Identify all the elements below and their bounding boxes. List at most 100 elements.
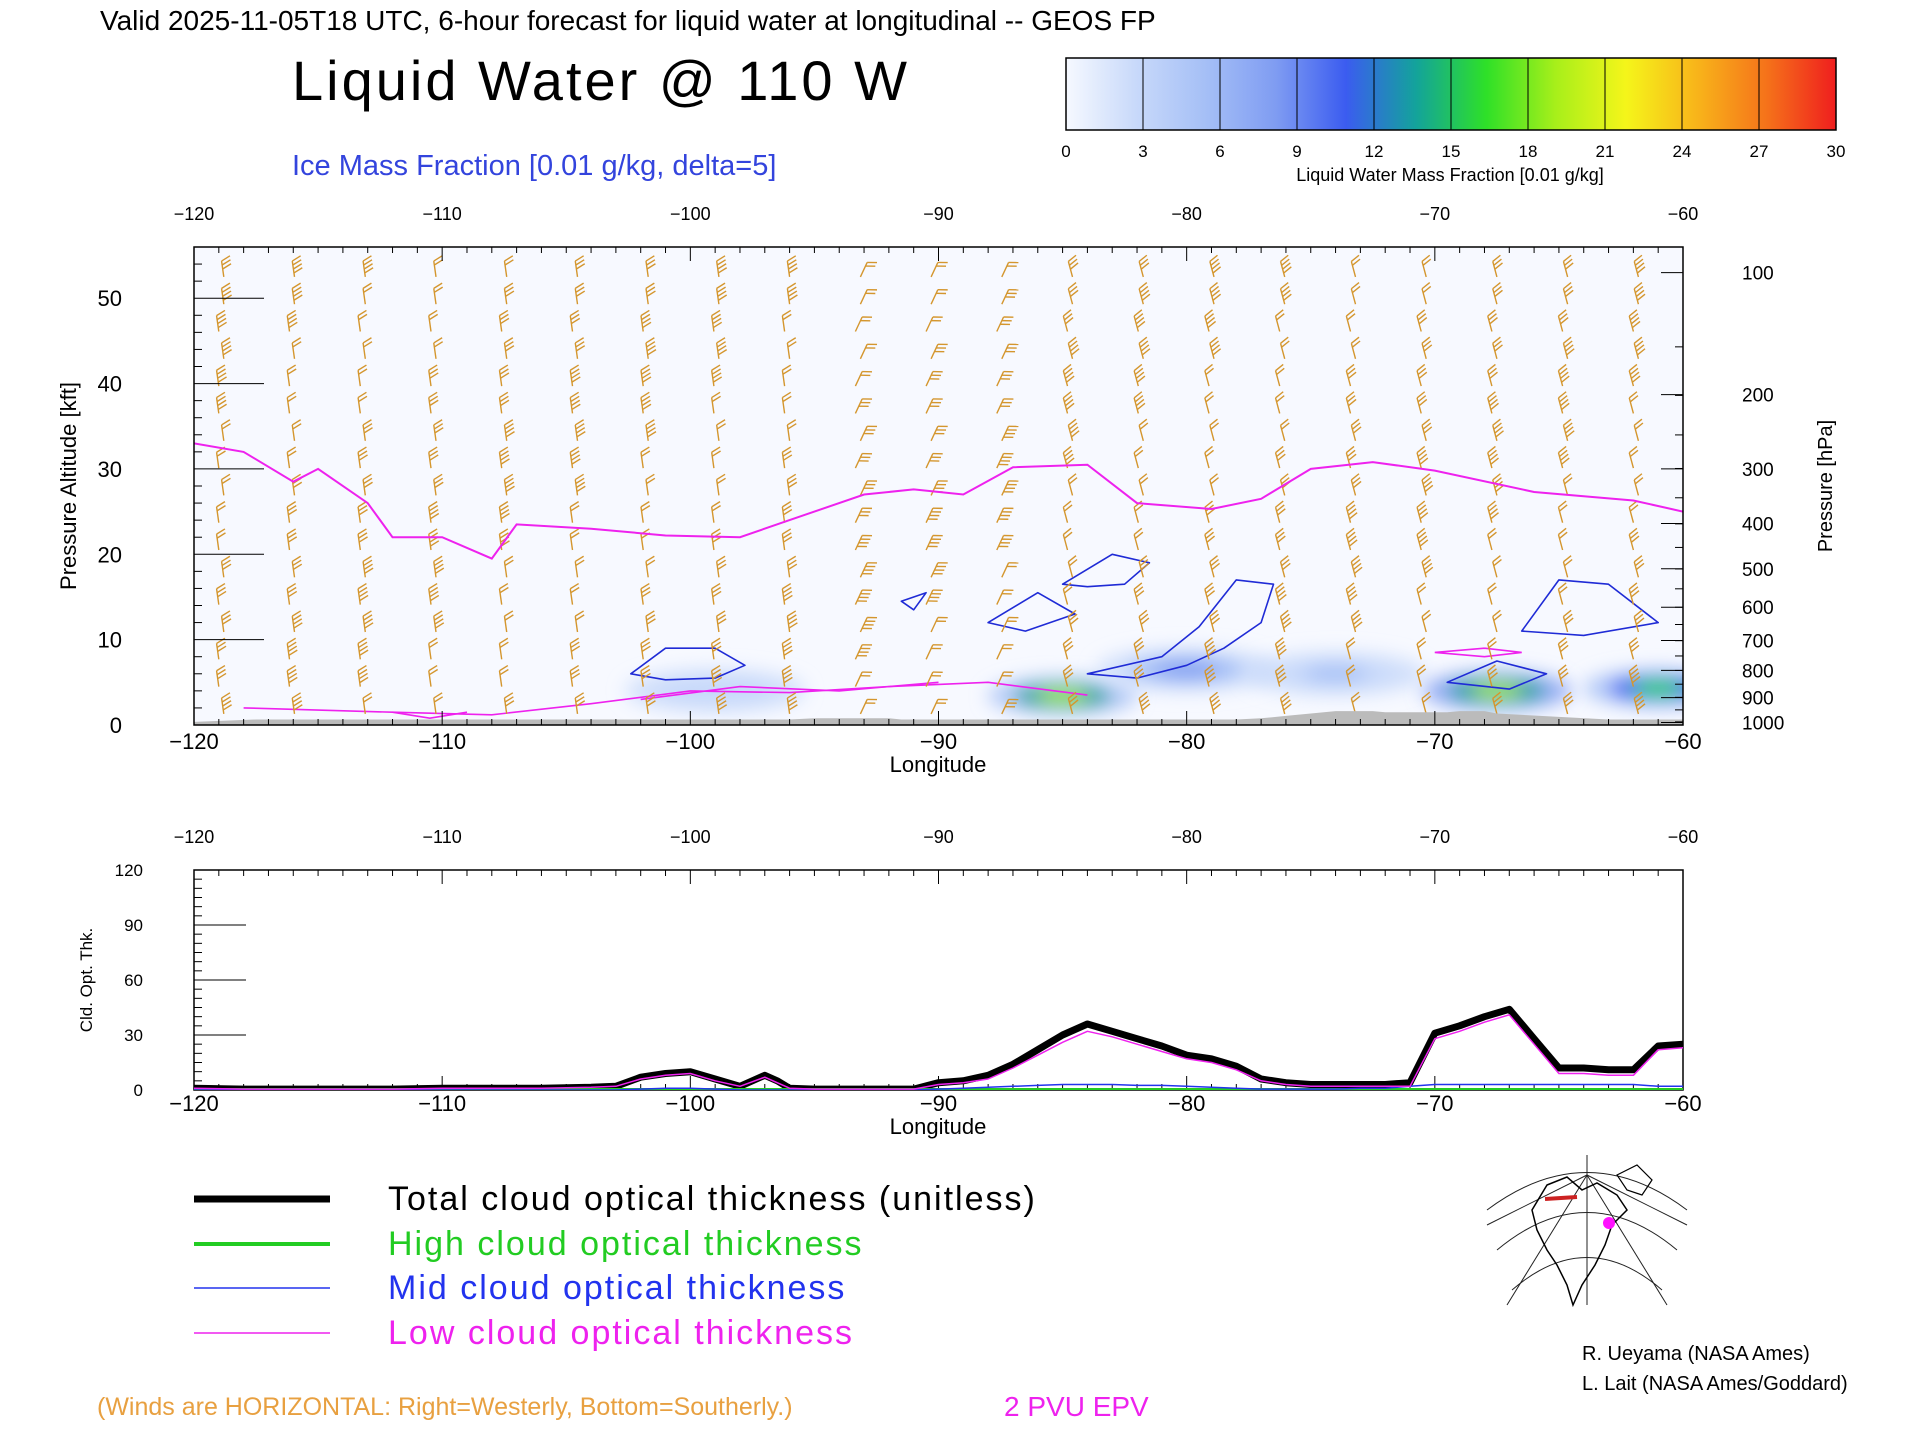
wind-barb <box>1628 391 1639 414</box>
wind-barb <box>1421 254 1432 278</box>
wind-barb <box>428 664 439 687</box>
wind-barb <box>1067 254 1079 278</box>
wind-barb <box>1001 480 1019 496</box>
wind-barb <box>433 555 445 578</box>
wind-barb <box>503 419 515 441</box>
wind-barb <box>925 644 943 660</box>
wind-barb <box>710 637 722 660</box>
liquid-water-blob <box>1583 668 1683 709</box>
cross-section-background <box>194 247 1683 725</box>
wind-barb <box>1628 309 1641 332</box>
wind-barb <box>220 692 232 714</box>
wind-barb <box>1345 309 1356 332</box>
wind-barb <box>1421 555 1434 578</box>
wind-barb <box>574 692 586 714</box>
epv-label: 2 PVU EPV <box>1004 1391 1149 1422</box>
wind-barb <box>859 480 878 496</box>
wind-barb <box>503 473 515 496</box>
bottom-x-tick-label: −100 <box>666 1091 716 1116</box>
wind-barb <box>1487 582 1497 605</box>
wind-barb <box>1001 616 1019 633</box>
locator-map <box>1486 1155 1688 1308</box>
wind-barb <box>362 282 373 305</box>
wind-barb <box>786 555 798 578</box>
wind-barb <box>715 337 728 359</box>
wind-barb <box>786 255 798 277</box>
wind-barb <box>1416 582 1427 605</box>
wind-barb <box>1350 555 1363 578</box>
wind-barb <box>1274 664 1287 687</box>
colorbar-tick-label: 15 <box>1442 142 1461 161</box>
low-contour <box>243 681 1088 716</box>
wind-barb <box>1067 418 1080 441</box>
wind-barb <box>1562 473 1573 496</box>
wind-barb <box>1279 282 1292 305</box>
wind-barb <box>854 534 873 551</box>
wind-barb <box>1001 698 1019 715</box>
wind-barb <box>1487 445 1499 469</box>
wind-barb <box>291 337 302 359</box>
wind-barb <box>645 473 656 496</box>
wind-barb <box>1133 363 1146 387</box>
wind-barb <box>362 692 373 714</box>
wind-barb <box>1421 336 1433 359</box>
wind-barb <box>1274 363 1285 387</box>
wind-barb <box>357 501 368 523</box>
wind-barb <box>1350 282 1361 305</box>
wind-barb <box>1562 336 1575 359</box>
wind-barb <box>1062 500 1073 523</box>
wind-barb <box>1492 254 1503 278</box>
wind-barb <box>1487 527 1497 551</box>
top-x-tick-label-upper: −110 <box>423 204 462 224</box>
wind-barb <box>569 501 580 523</box>
wind-barb <box>715 419 726 441</box>
wind-barb <box>1204 664 1217 687</box>
wind-barb <box>1204 309 1217 332</box>
wind-barb <box>569 528 580 551</box>
wind-barb <box>925 398 943 414</box>
subtitle: Ice Mass Fraction [0.01 g/kg, delta=5] <box>292 150 776 182</box>
wind-barb <box>854 507 873 523</box>
pressure-tick-label: 200 <box>1742 386 1774 407</box>
wind-barb <box>1133 637 1145 660</box>
colorbar-tick-label: 24 <box>1673 142 1692 161</box>
wind-barb <box>996 452 1014 469</box>
y-tick-label: 90 <box>124 916 143 935</box>
wind-barb <box>715 692 728 714</box>
wind-barb <box>1067 473 1078 496</box>
wind-barb <box>859 288 878 305</box>
wind-barb <box>930 562 948 578</box>
wind-barb <box>645 692 656 714</box>
wind-barb <box>1492 282 1503 305</box>
wind-barb <box>1062 582 1073 605</box>
winds-note: (Winds are HORIZONTAL: Right=Westerly, B… <box>97 1393 793 1421</box>
wind-barb <box>1279 418 1290 441</box>
wind-barb <box>996 507 1014 523</box>
pressure-tick-label: 700 <box>1742 631 1774 652</box>
wind-barb <box>362 473 373 496</box>
wind-barb <box>1633 609 1645 633</box>
wind-barb <box>220 610 232 633</box>
wind-barb <box>930 698 948 715</box>
wind-barb <box>996 671 1014 687</box>
wind-barb <box>1416 363 1428 387</box>
wind-barb <box>1416 445 1429 469</box>
wind-barb <box>362 610 374 633</box>
wind-barb <box>357 391 368 414</box>
wind-barb <box>1067 282 1079 305</box>
wind-barb <box>1557 445 1570 469</box>
wind-barb <box>428 309 439 332</box>
wind-barb <box>215 501 226 523</box>
wind-barb <box>640 582 651 605</box>
bottom-xlabel: Longitude <box>890 1114 987 1139</box>
wind-barb <box>215 309 227 332</box>
wind-barb <box>428 501 440 523</box>
wind-barb <box>1557 363 1570 387</box>
wind-barb <box>1557 637 1569 660</box>
wind-barb <box>286 446 297 469</box>
wind-barb <box>1633 418 1644 441</box>
wind-barb <box>1001 261 1019 278</box>
ice-contour <box>1061 553 1151 588</box>
wind-barb <box>498 582 509 605</box>
